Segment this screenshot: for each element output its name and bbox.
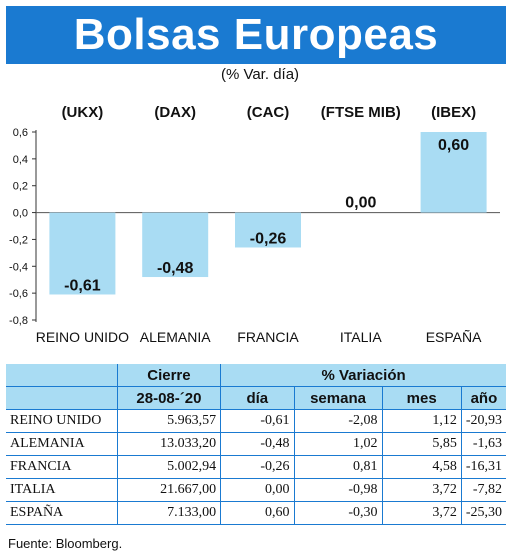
header-dia: día: [220, 386, 295, 410]
bar-chart: 0,6 0,4 0,2 0,0 -0,2 -0,4 -0,6 -0,8 (UKX) -0,61 RE…: [0, 92, 520, 354]
data-label: 0,00: [345, 195, 376, 212]
y-tick-label: -0,2: [9, 234, 28, 246]
bar: [49, 212, 116, 295]
row-mes: 5,85: [381, 432, 462, 456]
data-label: -0,48: [157, 260, 194, 277]
header-ano: año: [460, 386, 506, 410]
row-dia: -0,61: [220, 409, 295, 433]
ticker-label: (FTSE MIB): [321, 104, 401, 121]
row-ano: -16,31: [460, 455, 506, 479]
y-tick-label: 0,0: [13, 208, 28, 220]
row-semana: -2,08: [293, 409, 383, 433]
row-name: REINO UNIDO: [6, 409, 118, 433]
category-label: ITALIA: [340, 329, 382, 345]
table-row: ITALIA 21.667,00 0,00 -0,98 3,72 -7,82: [6, 478, 506, 502]
table-row: ESPAÑA 7.133,00 0,60 -0,30 3,72 -25,30: [6, 501, 506, 525]
table-header-row-1: Cierre % Variación: [6, 364, 506, 387]
y-tick-label: -0,6: [9, 288, 28, 300]
row-cierre: 21.667,00: [116, 478, 221, 502]
ticker-label: (IBEX): [431, 104, 476, 121]
table-row: FRANCIA 5.002,94 -0,26 0,81 4,58 -16,31: [6, 455, 506, 479]
header-variacion: % Variación: [220, 364, 506, 387]
header-blank-2: [6, 386, 118, 410]
data-label: 0,60: [438, 137, 469, 154]
row-mes: 3,72: [381, 478, 462, 502]
row-cierre: 13.033,20: [116, 432, 221, 456]
row-mes: 1,12: [381, 409, 462, 433]
row-cierre: 5.963,57: [116, 409, 221, 433]
title-bar: Bolsas Europeas: [6, 6, 506, 64]
table-header-row-2: 28-08-´20 día semana mes año: [6, 386, 506, 410]
y-tick-label: 0,2: [13, 181, 28, 193]
category-label: REINO UNIDO: [36, 329, 129, 345]
header-semana: semana: [293, 386, 383, 410]
bar: [235, 212, 301, 248]
row-semana: -0,98: [293, 478, 383, 502]
row-name: FRANCIA: [6, 455, 118, 479]
header-blank: [6, 364, 118, 387]
table-row: REINO UNIDO 5.963,57 -0,61 -2,08 1,12 -2…: [6, 409, 506, 433]
stock-table: Cierre % Variación 28-08-´20 día semana …: [6, 364, 506, 525]
row-name: ALEMANIA: [6, 432, 118, 456]
row-mes: 3,72: [381, 501, 462, 525]
row-dia: 0,00: [220, 478, 295, 502]
category-label: ALEMANIA: [140, 329, 211, 345]
ticker-label: (CAC): [247, 104, 290, 121]
row-cierre: 7.133,00: [116, 501, 221, 525]
row-mes: 4,58: [381, 455, 462, 479]
y-tick-label: 0,4: [13, 154, 28, 166]
row-semana: 0,81: [293, 455, 383, 479]
row-ano: -1,63: [460, 432, 506, 456]
y-tick-label: -0,8: [9, 315, 28, 327]
header-cierre: Cierre: [116, 364, 221, 387]
row-cierre: 5.002,94: [116, 455, 221, 479]
chart-title: Bolsas Europeas: [73, 10, 439, 59]
category-label: ESPAÑA: [426, 329, 482, 345]
row-dia: 0,60: [220, 501, 295, 525]
row-ano: -20,93: [460, 409, 506, 433]
y-tick-label: -0,4: [9, 261, 28, 273]
row-dia: -0,26: [220, 455, 295, 479]
header-mes: mes: [381, 386, 462, 410]
bar: [142, 212, 209, 278]
source-note: Fuente: Bloomberg.: [8, 536, 123, 551]
bar-chart-svg: 0,6 0,4 0,2 0,0 -0,2 -0,4 -0,6 -0,8 (UKX) -0,61 RE…: [9, 104, 500, 345]
row-dia: -0,48: [220, 432, 295, 456]
table-row: ALEMANIA 13.033,20 -0,48 1,02 5,85 -1,63: [6, 432, 506, 456]
row-name: ITALIA: [6, 478, 118, 502]
header-date: 28-08-´20: [116, 386, 221, 410]
data-label: -0,26: [250, 230, 287, 247]
data-label: -0,61: [64, 277, 101, 294]
ticker-label: (DAX): [154, 104, 196, 121]
row-ano: -7,82: [460, 478, 506, 502]
ticker-label: (UKX): [62, 104, 104, 121]
row-name: ESPAÑA: [6, 501, 118, 525]
row-semana: -0,30: [293, 501, 383, 525]
bar: [420, 132, 487, 213]
chart-subtitle: (% Var. día): [220, 66, 300, 83]
y-tick-label: 0,6: [13, 127, 28, 139]
row-ano: -25,30: [460, 501, 506, 525]
row-semana: 1,02: [293, 432, 383, 456]
category-label: FRANCIA: [237, 329, 299, 345]
